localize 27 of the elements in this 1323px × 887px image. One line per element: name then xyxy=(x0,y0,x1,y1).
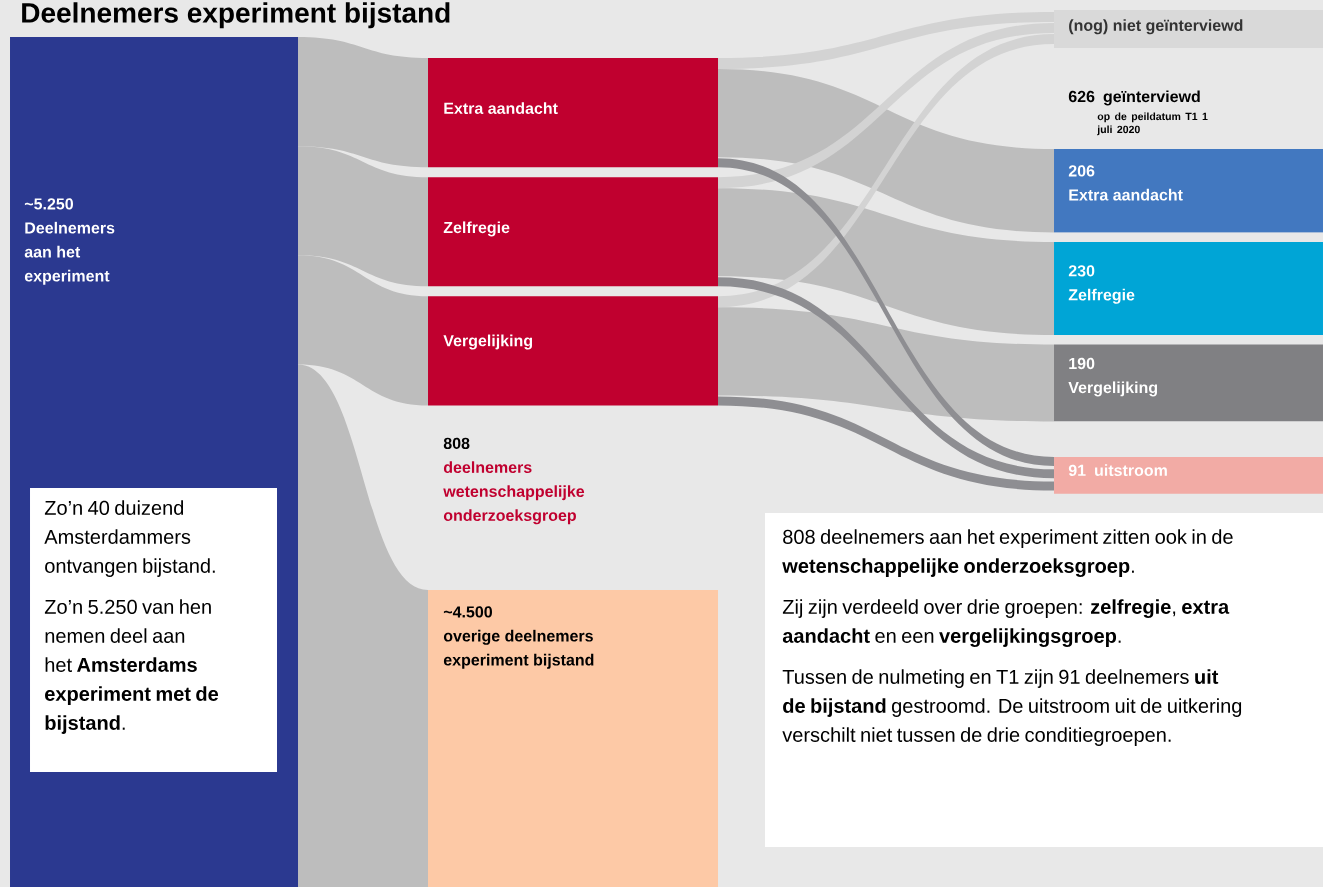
category-label: Zelfregie xyxy=(1068,288,1135,304)
category-label: Deelnemers aan het experiment xyxy=(24,221,115,285)
data-label: 626 xyxy=(1068,90,1095,103)
category-label: uitstroom xyxy=(1095,464,1167,476)
text: Zij zijn verdeeld over drie groepen: zelfregie, extra aandacht en een vergelijkingsgroep. xyxy=(782,599,1230,647)
data-label: 808 xyxy=(443,437,470,450)
category-label: (nog) niet geïnterviewd xyxy=(1069,19,1243,35)
category-label: Extra aandacht xyxy=(1069,188,1183,201)
data-label: 190 xyxy=(1069,357,1095,370)
text: op de peildatum T1 1 juli 2020 xyxy=(1097,112,1208,136)
data-label: 230 xyxy=(1068,265,1095,277)
category-label: Vergelijking xyxy=(1068,381,1158,397)
data-label: ~5.250 xyxy=(24,198,73,210)
data-label: 206 xyxy=(1068,165,1095,177)
text: Zo’n 5.250 van hen nemen deel aan het Amsterdams experiment met de bijstand. xyxy=(44,599,219,734)
category-label: geïnterviewd xyxy=(1103,90,1200,106)
data-label: 91 xyxy=(1068,464,1086,476)
category-label: Vergelijking xyxy=(443,334,533,350)
category-label: deelnemers wetenschappelijke onderzoeksgroep xyxy=(443,461,585,525)
text: Tussen de nulmeting en T1 zijn 91 deelnemers uit de bijstand gestroomd. De uitstroom uit de uitkering verschilt niet tussen de drie conditiegroepen. xyxy=(782,669,1242,746)
category-label: Extra aandacht xyxy=(444,102,558,114)
category-label: Zelfregie xyxy=(443,221,510,237)
category-label: overige deelnemers experiment bijstand xyxy=(443,629,594,669)
text: Deelnemers experiment bijstand xyxy=(22,2,450,29)
data-label: ~4.500 xyxy=(443,606,492,618)
text: 808 deelnemers aan het experiment zitten ook in de wetenschappelijke onderzoeksgroep. xyxy=(782,529,1233,577)
text: Zo’n 40 duizend Amsterdammers ontvangen bijstand. xyxy=(44,500,215,577)
